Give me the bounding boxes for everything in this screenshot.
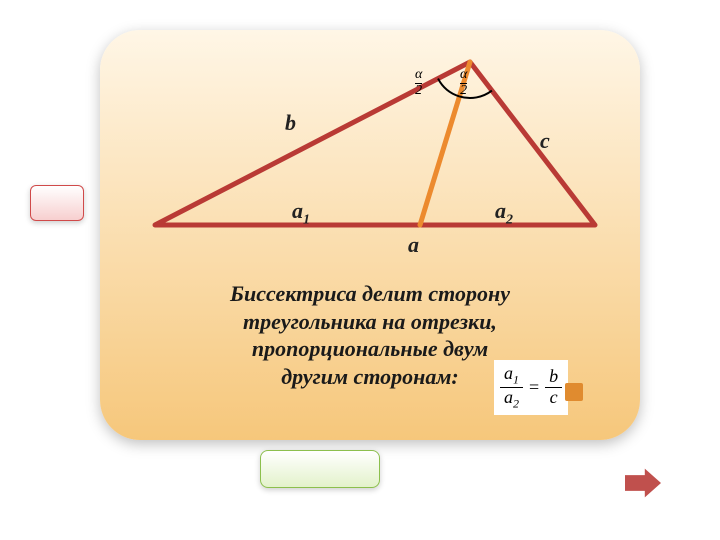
angle-label-left: α 2 [415,68,422,98]
label-a2: a2 [495,198,513,228]
label-c: c [540,128,550,154]
label-b: b [285,110,296,136]
next-arrow-button[interactable] [625,465,661,501]
stage: α 2 α 2 b c a a1 a2 Биссектриса делит ст… [0,0,720,540]
formula: a1 a2 = b c [494,360,568,415]
side-pink-box[interactable] [30,185,84,221]
label-a: a [408,232,419,258]
angle-label-right: α 2 [460,68,467,98]
label-a1: a1 [292,198,310,228]
arrow-right-icon [625,469,661,498]
orange-square[interactable] [565,383,583,401]
bottom-green-box[interactable] [260,450,380,488]
